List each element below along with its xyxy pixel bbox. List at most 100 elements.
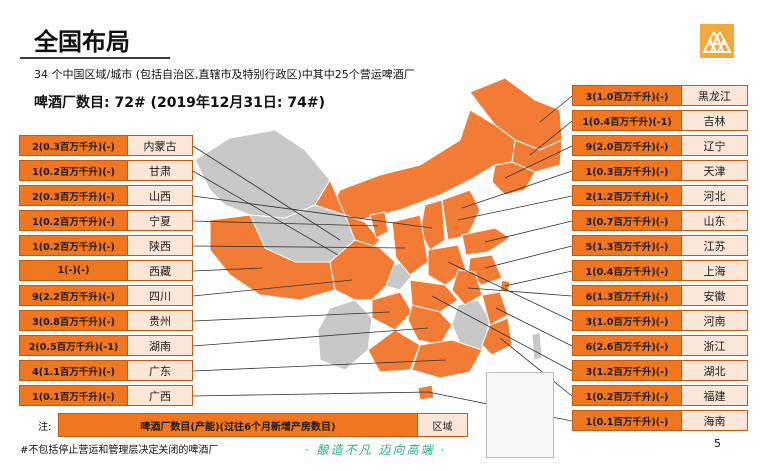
- brewery-count: 啤酒厂数目: 72# (2019年12月31日: 74#): [34, 95, 325, 111]
- map-anhui: [451, 269, 483, 306]
- region-row-jiangsu: 5(1.3百万千升)(-) 江苏: [572, 235, 748, 256]
- region-row-fujian: 1(0.2百万千升)(-) 福建: [572, 385, 748, 406]
- region-row-neimenggu: 2(0.3百万千升)(-) 内蒙古: [19, 135, 193, 156]
- region-value: 2(0.3百万千升)(-): [19, 185, 128, 206]
- legend: 啤酒厂数目(产能)(过往6个月新增产房数目) 区域: [58, 413, 468, 437]
- map-hunan: [407, 304, 453, 346]
- region-value: 6(2.6百万千升)(-): [572, 335, 682, 356]
- region-row-gansu: 1(0.2百万千升)(-) 甘肃: [19, 160, 193, 181]
- region-name: 辽宁: [682, 135, 748, 156]
- region-name: 广西: [128, 385, 193, 406]
- region-name: 陕西: [128, 235, 193, 256]
- region-row-guizhou: 3(0.8百万千升)(-) 贵州: [19, 310, 193, 331]
- region-row-shaanxi: 1(0.2百万千升)(-) 陕西: [19, 235, 193, 256]
- region-value: 9(2.2百万千升)(-): [19, 285, 128, 306]
- page-title: 全国布局: [34, 28, 130, 56]
- region-name: 西藏: [128, 260, 193, 281]
- region-name: 山西: [128, 185, 193, 206]
- region-row-tianjin: 1(0.3百万千升)(-) 天津: [572, 160, 748, 181]
- left-connector-lines: [192, 145, 447, 397]
- region-value: 5(1.3百万千升)(-): [572, 235, 682, 256]
- map-xinjiang: [194, 129, 331, 219]
- map-neimenggu: [329, 109, 516, 221]
- region-value: 3(0.8百万千升)(-): [19, 310, 128, 331]
- region-value: 1(0.2百万千升)(-): [19, 210, 128, 231]
- region-name: 宁夏: [128, 210, 193, 231]
- region-value: 1(0.4百万千升)(-): [572, 260, 682, 281]
- legend-name: 区域: [418, 413, 468, 437]
- region-value: 1(0.2百万千升)(-): [19, 160, 128, 181]
- region-row-zhejiang: 6(2.6百万千升)(-) 浙江: [572, 335, 748, 356]
- map-taiwan: [531, 331, 543, 361]
- region-name: 内蒙古: [128, 135, 193, 156]
- slogan: · 酿造不凡 迈向高端 ·: [305, 443, 447, 457]
- region-name: 吉林: [682, 110, 748, 131]
- region-row-heilongjiang: 3(1.0百万千升)(-) 黑龙江: [572, 85, 748, 106]
- region-row-hebei: 2(1.2百万千升)(-) 河北: [572, 185, 748, 206]
- region-value: 9(2.0百万千升)(-): [572, 135, 682, 156]
- map-guangxi: [367, 329, 421, 373]
- map-shaanxi: [391, 214, 429, 276]
- region-row-ningxia: 1(0.2百万千升)(-) 宁夏: [19, 210, 193, 231]
- triangle-logo-icon: [700, 24, 734, 58]
- region-value: 1(0.2百万千升)(-): [572, 385, 682, 406]
- region-value: 3(0.7百万千升)(-): [572, 210, 682, 231]
- map-hainan: [417, 384, 435, 401]
- region-value: 1(0.2百万千升)(-): [19, 235, 128, 256]
- region-row-sichuan: 9(2.2百万千升)(-) 四川: [19, 285, 193, 306]
- region-value: 1(0.1百万千升)(-): [19, 385, 128, 406]
- south-china-sea-inset: [486, 372, 554, 458]
- region-value: 6(1.3百万千升)(-): [572, 285, 682, 306]
- region-row-shandong: 3(0.7百万千升)(-) 山东: [572, 210, 748, 231]
- region-value: 3(1.0百万千升)(-): [572, 310, 682, 331]
- map-sichuan: [329, 239, 396, 301]
- region-row-xizang: 1(-)(-) 西藏: [19, 260, 193, 281]
- region-name: 安徽: [682, 285, 748, 306]
- region-value: 3(1.2百万千升)(-): [572, 360, 682, 381]
- region-row-henan: 3(1.0百万千升)(-) 河南: [572, 310, 748, 331]
- region-name: 江苏: [682, 235, 748, 256]
- region-name: 天津: [682, 160, 748, 181]
- region-name: 贵州: [128, 310, 193, 331]
- region-value: 1(0.4百万千升)(-1): [572, 110, 682, 131]
- region-row-hubei: 3(1.2百万千升)(-) 湖北: [572, 360, 748, 381]
- region-row-shanxi: 2(0.3百万千升)(-) 山西: [19, 185, 193, 206]
- region-name: 河北: [682, 185, 748, 206]
- region-row-guangxi: 1(0.1百万千升)(-) 广西: [19, 385, 193, 406]
- page-number: 5: [714, 437, 721, 450]
- region-name: 山东: [682, 210, 748, 231]
- region-name: 广东: [128, 360, 193, 381]
- region-row-jilin: 1(0.4百万千升)(-1) 吉林: [572, 110, 748, 131]
- map-ningxia: [369, 211, 389, 239]
- region-value: 2(0.5百万千升)(-1): [19, 335, 128, 356]
- region-row-hainan: 1(0.1百万千升)(-) 海南: [572, 410, 748, 431]
- region-name: 海南: [682, 410, 748, 431]
- map-guizhou: [371, 291, 413, 331]
- region-row-shanghai: 1(0.4百万千升)(-) 上海: [572, 260, 748, 281]
- region-value: 3(1.0百万千升)(-): [572, 85, 682, 106]
- region-row-liaoning: 9(2.0百万千升)(-) 辽宁: [572, 135, 748, 156]
- map-hubei: [409, 279, 459, 313]
- subtitle: 34 个中国区域/城市 (包括自治区,直辖市及特别行政区)中其中25个营运啤酒厂: [34, 68, 415, 81]
- map-zhejiang: [481, 291, 509, 326]
- legend-note-label: 注:: [38, 422, 52, 433]
- region-value: 2(0.3百万千升)(-): [19, 135, 128, 156]
- region-name: 福建: [682, 385, 748, 406]
- map-guangdong: [411, 339, 483, 379]
- region-name: 上海: [682, 260, 748, 281]
- region-row-hunan: 2(0.5百万千升)(-1) 湖南: [19, 335, 193, 356]
- map-hebei: [441, 189, 481, 241]
- region-value: 1(0.1百万千升)(-): [572, 410, 682, 431]
- region-name: 浙江: [682, 335, 748, 356]
- region-value: 2(1.2百万千升)(-): [572, 185, 682, 206]
- region-value: 1(-)(-): [19, 260, 128, 281]
- region-row-anhui: 6(1.3百万千升)(-) 安徽: [572, 285, 748, 306]
- region-name: 湖北: [682, 360, 748, 381]
- region-name: 河南: [682, 310, 748, 331]
- legend-value: 啤酒厂数目(产能)(过往6个月新增产房数目): [58, 413, 418, 437]
- region-value: 1(0.3百万千升)(-): [572, 160, 682, 181]
- region-name: 湖南: [128, 335, 193, 356]
- region-name: 甘肃: [128, 160, 193, 181]
- region-row-guangdong: 4(1.1百万千升)(-) 广东: [19, 360, 193, 381]
